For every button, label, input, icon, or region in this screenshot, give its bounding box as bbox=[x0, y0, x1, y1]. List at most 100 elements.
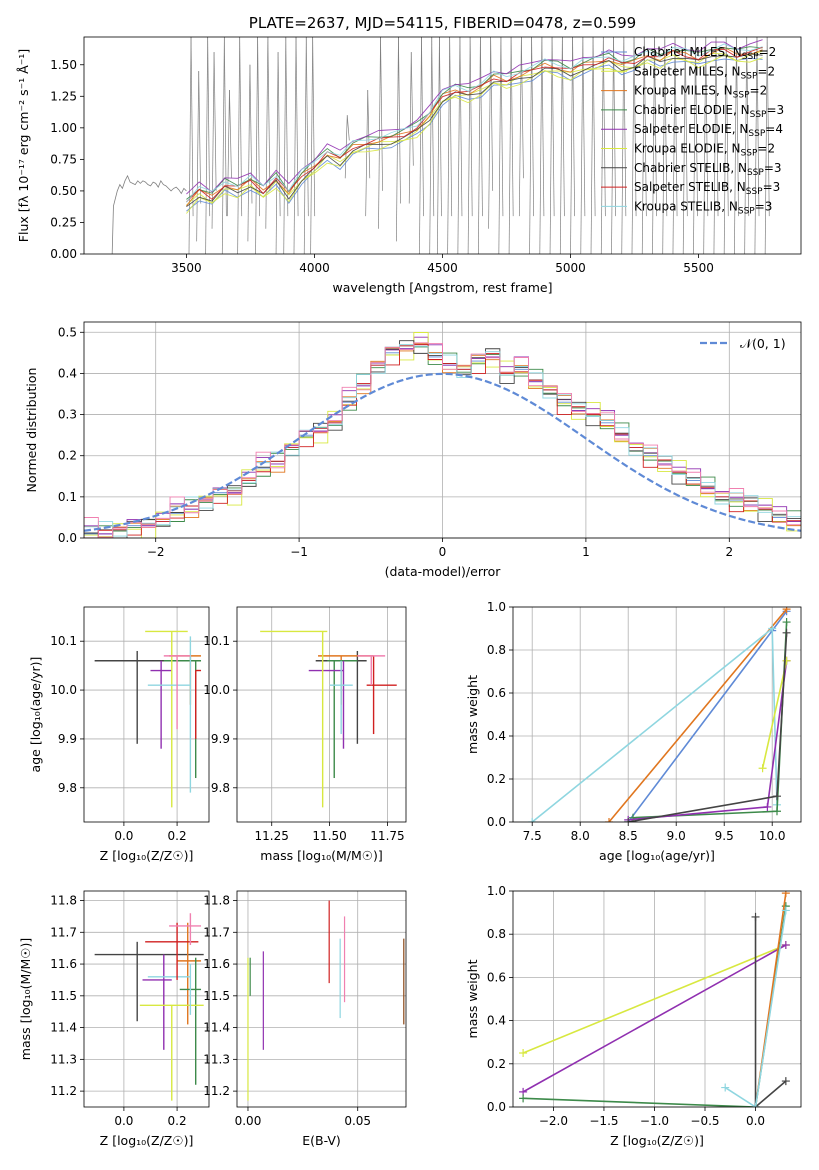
y-tick-label: 0.1 bbox=[58, 490, 77, 504]
data-spike bbox=[437, 37, 440, 254]
data-spike bbox=[498, 37, 502, 254]
y-tick-label: 11.5 bbox=[50, 989, 77, 1003]
weight-marker bbox=[624, 818, 633, 822]
model-line bbox=[186, 50, 763, 206]
data-spike bbox=[198, 71, 202, 204]
y-tick-label: 11.4 bbox=[50, 1021, 77, 1035]
y-axis-label: mass weight bbox=[465, 959, 480, 1038]
legend-label: Kroupa ELODIE, NSSP=2 bbox=[634, 142, 775, 159]
data-spike bbox=[439, 37, 442, 217]
y-tick-label: 0.2 bbox=[487, 1057, 506, 1071]
chart-age-vs-mass: 11.25 11.50 11.75 9.8 9.9 10.0 10.1 mass [log₁₀… bbox=[203, 606, 407, 863]
weight-line bbox=[531, 626, 778, 822]
weight-marker bbox=[782, 618, 791, 627]
data-spike bbox=[572, 37, 575, 217]
legend-label: 𝒩(0, 1) bbox=[740, 336, 786, 351]
data-spike bbox=[488, 37, 491, 229]
data-spike bbox=[457, 37, 461, 254]
weight-line bbox=[724, 910, 787, 1107]
data-spike bbox=[703, 37, 707, 254]
data-spike bbox=[229, 89, 232, 179]
legend-val: =2 bbox=[750, 84, 768, 98]
y-tick-label: 11.3 bbox=[50, 1052, 77, 1066]
data-spike bbox=[190, 37, 194, 217]
x-axis-label: Z [log₁₀(Z/Z☉)] bbox=[610, 1133, 704, 1148]
data-spike bbox=[621, 37, 625, 254]
y-tick-label: 0.4 bbox=[58, 366, 77, 380]
data-spike bbox=[283, 37, 287, 254]
chart-spectrum: 3500 4000 4500 5000 5500 0.00 0.25 0.50 0.75 1.00… bbox=[16, 14, 802, 295]
x-axis-label: (data-model)/error bbox=[385, 564, 502, 579]
data-spike bbox=[744, 37, 748, 254]
data-spike bbox=[521, 37, 524, 179]
x-tick-label: 0.00 bbox=[235, 1114, 262, 1128]
data-spike bbox=[531, 37, 535, 217]
x-tick-label: 3500 bbox=[171, 261, 202, 275]
x-tick-label: 2 bbox=[725, 545, 733, 559]
weight-marker bbox=[781, 1077, 790, 1086]
data-spike bbox=[725, 37, 729, 217]
legend-sub: SSP bbox=[733, 91, 750, 101]
data-spike bbox=[469, 37, 473, 217]
weight-marker bbox=[782, 607, 791, 614]
data-spike bbox=[518, 37, 522, 217]
data-spike bbox=[613, 37, 616, 217]
data-spike bbox=[346, 115, 350, 141]
x-tick-label: 0.05 bbox=[344, 1114, 371, 1128]
weight-marker bbox=[721, 1083, 730, 1092]
data-spike bbox=[196, 71, 200, 242]
weight-marker bbox=[519, 1094, 528, 1103]
weight-line bbox=[628, 660, 788, 821]
x-axis-label: wavelength [Angstrom, rest frame] bbox=[332, 280, 552, 295]
y-tick-label: 0.6 bbox=[487, 970, 506, 984]
axes-frame bbox=[236, 606, 407, 823]
weight-marker bbox=[763, 802, 772, 811]
data-spike bbox=[421, 37, 424, 217]
data-spike bbox=[247, 64, 251, 242]
y-tick-label: 11.8 bbox=[203, 894, 230, 908]
gaussian-curve bbox=[84, 372, 801, 532]
data-spike bbox=[582, 37, 586, 217]
legend-label: Salpeter STELIB, NSSP=3 bbox=[634, 180, 780, 197]
data-spike bbox=[188, 37, 192, 254]
legend-sub: SSP bbox=[741, 149, 758, 159]
x-tick-label: 4500 bbox=[427, 261, 458, 275]
y-tick-label: 1.0 bbox=[487, 884, 506, 898]
legend-val: =2 bbox=[757, 64, 775, 78]
legend-val: =3 bbox=[766, 103, 784, 117]
data-spike bbox=[602, 37, 606, 217]
plot-area bbox=[111, 37, 770, 254]
legend-val: =2 bbox=[759, 45, 777, 59]
data-spike bbox=[672, 37, 676, 254]
data-spike bbox=[643, 37, 647, 217]
data-spike bbox=[408, 52, 412, 204]
data-spike bbox=[590, 37, 594, 254]
data-spike bbox=[715, 37, 719, 217]
y-tick-label: 0.8 bbox=[487, 927, 506, 941]
y-axis-label: mass [log₁₀(M/M☉)] bbox=[18, 938, 33, 1060]
y-tick-label: 11.7 bbox=[203, 925, 230, 939]
model-line bbox=[186, 43, 763, 203]
x-tick-label: −0.5 bbox=[690, 1114, 719, 1128]
data-spike bbox=[205, 37, 209, 254]
axes-frame bbox=[83, 890, 210, 1108]
plot-area bbox=[528, 607, 791, 822]
y-axis-label: Normed distribution bbox=[24, 368, 39, 493]
y-tick-label: 0.2 bbox=[58, 449, 77, 463]
axes-frame bbox=[512, 890, 802, 1108]
weight-line bbox=[608, 608, 788, 822]
y-tick-label: 1.25 bbox=[50, 89, 77, 103]
data-spike bbox=[570, 37, 573, 254]
y-axis-label: age [log₁₀(age/yr)] bbox=[28, 657, 43, 773]
legend-val: =3 bbox=[763, 180, 781, 194]
chart-weight-vs-age: 7.5 8.0 8.5 9.0 9.5 10.0 0.0 0.2 0.4 0.6 0.8 1.0 age… bbox=[465, 600, 802, 863]
weight-line bbox=[628, 632, 788, 822]
data-spike bbox=[396, 37, 399, 242]
data-spike bbox=[265, 37, 269, 229]
y-tick-label: 11.3 bbox=[203, 1052, 230, 1066]
legend-label: Chabrier MILES, NSSP=2 bbox=[634, 45, 776, 62]
x-tick-label: 7.5 bbox=[523, 829, 542, 843]
data-spike bbox=[746, 37, 750, 217]
legend-sub: SSP bbox=[747, 168, 764, 178]
data-spike bbox=[410, 52, 414, 166]
